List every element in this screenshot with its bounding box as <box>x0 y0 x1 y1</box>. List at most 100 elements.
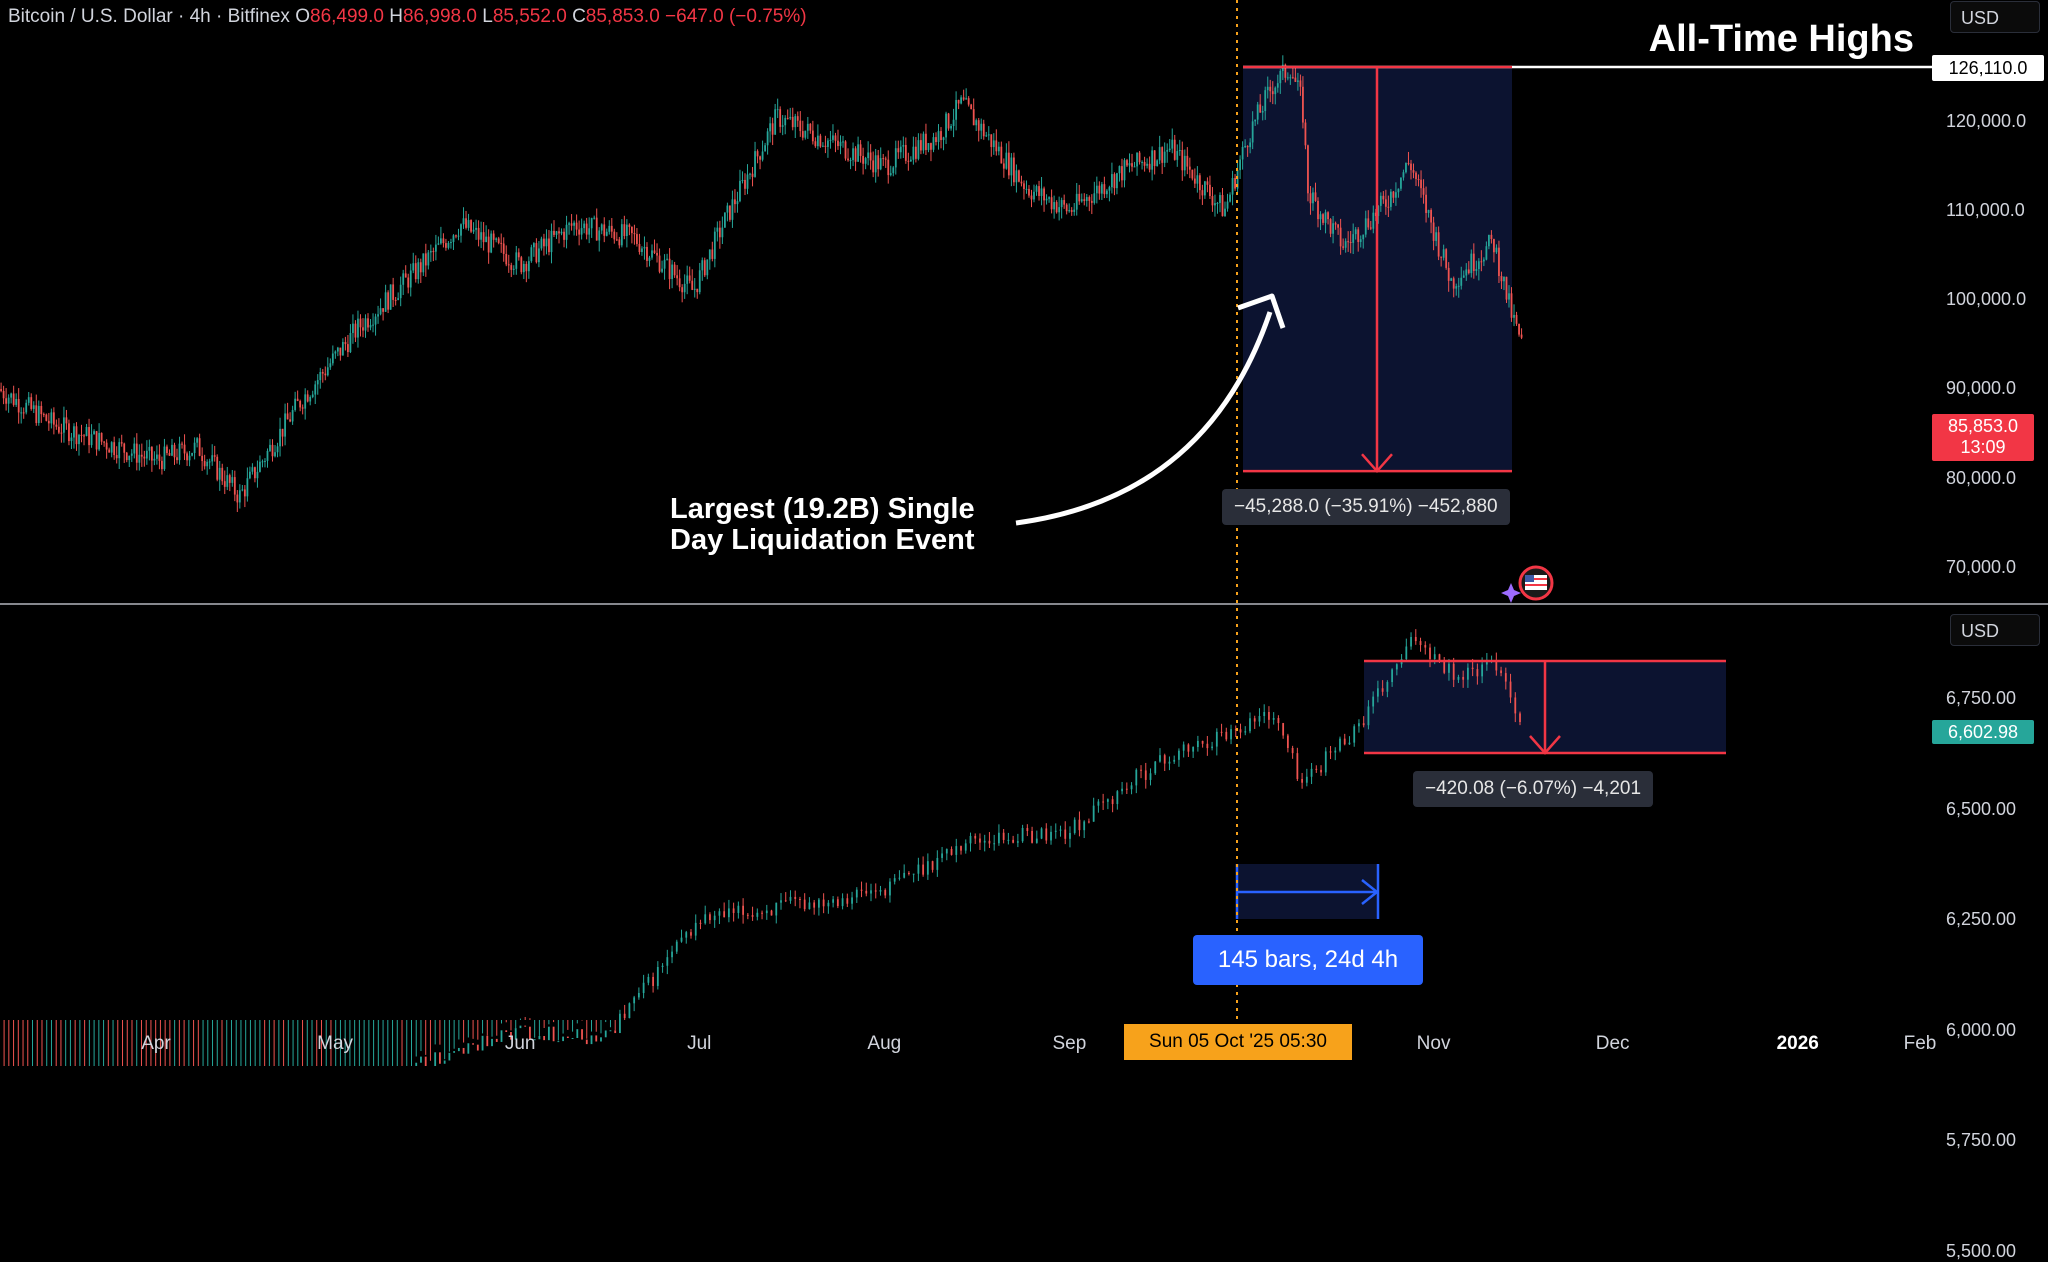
candle-body <box>942 137 945 141</box>
candle-body <box>1106 799 1109 802</box>
candle-body <box>751 173 754 177</box>
candle-body <box>744 179 746 189</box>
candle-body <box>1263 711 1266 717</box>
candle-body <box>1427 209 1430 213</box>
candle-body <box>1440 256 1443 258</box>
candle-body <box>997 146 1000 152</box>
candle-body <box>22 412 25 414</box>
candle-body <box>897 148 900 153</box>
candle-body <box>304 394 307 409</box>
candle-body <box>491 1038 493 1047</box>
candle-body <box>186 453 188 461</box>
candle-body <box>955 99 958 120</box>
candle-body <box>1372 212 1375 229</box>
spx-y-tick: 6,000.00 <box>1946 1019 2017 1040</box>
candle-body <box>636 234 638 244</box>
candle-body <box>1364 218 1367 235</box>
candle-body <box>652 976 654 986</box>
candle-body <box>1424 645 1427 648</box>
candle-body <box>1481 664 1484 677</box>
candle-body <box>65 417 68 424</box>
chart-canvas[interactable] <box>0 0 2048 1066</box>
candle-body <box>434 1052 437 1066</box>
candle-body <box>1296 80 1299 82</box>
candle-body <box>935 137 937 142</box>
candle-body <box>1063 200 1066 205</box>
candle-body <box>648 257 651 261</box>
candle-body <box>827 902 830 907</box>
close-label: C <box>572 6 586 27</box>
candle-body <box>443 1060 446 1064</box>
candle-body <box>437 243 440 245</box>
candle-body <box>135 443 138 463</box>
candle-body <box>238 490 241 503</box>
candle-body <box>1216 202 1219 204</box>
candle-body <box>110 442 113 453</box>
candle-body <box>45 414 48 421</box>
x-tick: Aug <box>867 1033 902 1054</box>
candle-body <box>2 390 5 399</box>
candle-body <box>1050 197 1053 210</box>
candle-body <box>1182 744 1185 751</box>
candle-body <box>625 224 628 237</box>
candle-body <box>341 342 344 356</box>
candle-body <box>1191 169 1194 179</box>
change-value: −647.0 (−0.75%) <box>665 6 807 27</box>
candle-body <box>980 123 983 131</box>
candle-body <box>1430 209 1432 223</box>
candle-body <box>1102 801 1105 803</box>
symbol-header: Bitcoin / U.S. Dollar · 4h · Bitfinex O8… <box>8 6 807 28</box>
candle-body <box>1105 190 1108 195</box>
candle-body <box>1514 697 1517 714</box>
candle-body <box>115 455 118 459</box>
candle-body <box>1277 718 1280 724</box>
candle-body <box>570 223 573 226</box>
candle-body <box>399 284 402 299</box>
candle-body <box>1256 104 1259 120</box>
candle-body <box>57 426 60 433</box>
candle-body <box>331 353 334 364</box>
candle-body <box>1498 247 1500 277</box>
candle-body <box>1457 676 1460 680</box>
candle-body <box>359 318 362 328</box>
candle-body <box>1362 234 1365 240</box>
candle-body <box>1438 654 1441 662</box>
candle-body <box>713 231 716 259</box>
candle-body <box>734 199 736 205</box>
candle-body <box>424 253 427 266</box>
candle-body <box>801 131 804 138</box>
candle-body <box>314 384 317 395</box>
candle-body <box>718 227 721 238</box>
candle-body <box>931 861 934 870</box>
candle-body <box>0 389 2 391</box>
candle-body <box>404 273 407 278</box>
candle-body <box>519 1025 522 1029</box>
currency-selector-bottom[interactable]: USD <box>1950 614 2040 646</box>
candle-body <box>326 367 329 376</box>
candle-body <box>1447 267 1450 281</box>
candle-body <box>917 864 920 874</box>
candle-body <box>619 1013 621 1034</box>
candle-body <box>241 489 244 491</box>
candle-body <box>329 363 332 368</box>
candle-body <box>1196 175 1199 184</box>
btc-y-tick: 80,000.0 <box>1946 467 2017 488</box>
candle-body <box>827 140 829 147</box>
candle-body <box>1116 791 1119 805</box>
x-tick: Dec <box>1595 1033 1630 1054</box>
candle-body <box>628 224 631 227</box>
candle-body <box>746 174 749 189</box>
candle-body <box>1519 713 1521 723</box>
candle-body <box>1495 247 1498 253</box>
candle-body <box>941 853 943 858</box>
candle-body <box>1476 669 1479 677</box>
candle-body <box>908 872 910 875</box>
candle-body <box>789 116 792 119</box>
candle-body <box>1026 827 1029 831</box>
currency-selector-top[interactable]: USD <box>1950 1 2040 33</box>
candle-body <box>1111 174 1113 188</box>
candle-body <box>647 976 650 983</box>
candle-body <box>1161 147 1164 163</box>
crosshair-date-tag: Sun 05 Oct '25 05:30 <box>1124 1024 1352 1060</box>
candle-body <box>63 417 65 433</box>
